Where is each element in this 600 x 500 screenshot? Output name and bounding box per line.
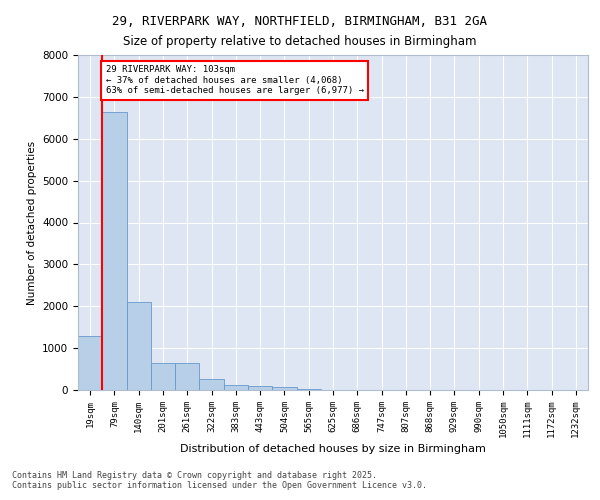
Text: Contains HM Land Registry data © Crown copyright and database right 2025.
Contai: Contains HM Land Registry data © Crown c… xyxy=(12,470,427,490)
Text: Size of property relative to detached houses in Birmingham: Size of property relative to detached ho… xyxy=(123,35,477,48)
Text: 29 RIVERPARK WAY: 103sqm
← 37% of detached houses are smaller (4,068)
63% of sem: 29 RIVERPARK WAY: 103sqm ← 37% of detach… xyxy=(106,66,364,96)
Bar xyxy=(224,384,248,390)
Bar xyxy=(199,378,224,390)
Y-axis label: Number of detached properties: Number of detached properties xyxy=(26,140,37,304)
Bar xyxy=(248,386,272,390)
Bar xyxy=(127,302,151,390)
Text: 29, RIVERPARK WAY, NORTHFIELD, BIRMINGHAM, B31 2GA: 29, RIVERPARK WAY, NORTHFIELD, BIRMINGHA… xyxy=(113,15,487,28)
X-axis label: Distribution of detached houses by size in Birmingham: Distribution of detached houses by size … xyxy=(180,444,486,454)
Bar xyxy=(78,336,102,390)
Bar xyxy=(175,363,199,390)
Bar xyxy=(296,388,321,390)
Bar xyxy=(102,112,127,390)
Bar xyxy=(151,363,175,390)
Bar xyxy=(272,388,296,390)
